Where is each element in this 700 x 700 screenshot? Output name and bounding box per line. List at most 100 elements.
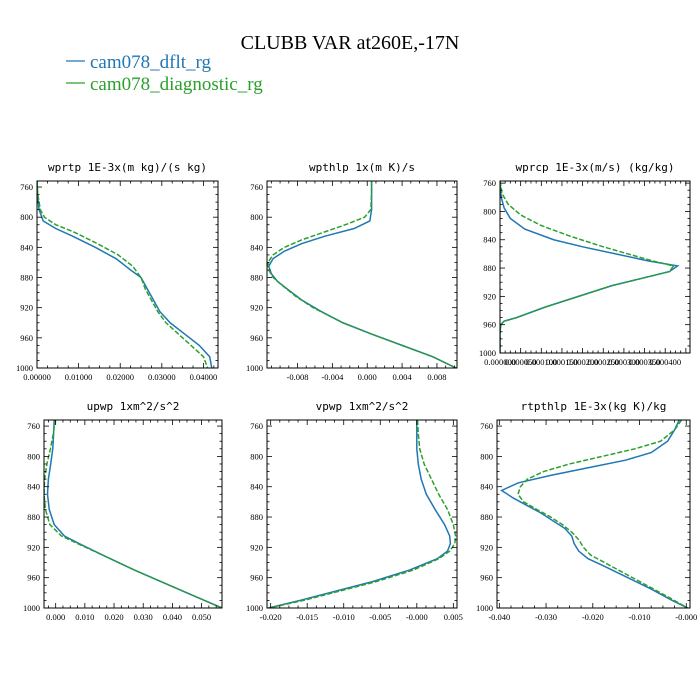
series-line-1	[268, 420, 457, 608]
y-tick-label: 960	[480, 573, 493, 583]
plot-frame	[36, 180, 219, 369]
y-tick-label: 840	[20, 242, 33, 252]
y-tick-label: 800	[250, 212, 263, 222]
plot-frame	[266, 419, 458, 609]
y-tick-label: 880	[480, 512, 493, 522]
plot-frame	[496, 419, 691, 609]
x-tick-label: -0.015	[296, 612, 318, 622]
y-tick-label: 920	[250, 303, 263, 313]
y-tick-label: 920	[20, 303, 33, 313]
y-tick-label: 840	[250, 242, 263, 252]
series-line-1	[517, 420, 689, 608]
x-tick-label: 0.01000	[65, 372, 93, 382]
panel-title: wprtp 1E-3x(m kg)/(s kg)	[48, 161, 207, 174]
y-tick-label: 880	[250, 512, 263, 522]
y-tick-label: 1000	[246, 363, 263, 373]
y-tick-label: 880	[483, 263, 496, 273]
x-tick-label: 0.010	[75, 612, 94, 622]
y-tick-label: 920	[483, 291, 496, 301]
x-tick-label: 0.004	[393, 372, 413, 382]
x-tick-label: -0.004	[321, 372, 344, 382]
x-tick-label: 0.03000	[148, 372, 176, 382]
x-tick-label: -0.040	[488, 612, 510, 622]
y-tick-label: 880	[27, 512, 40, 522]
series-line-0	[500, 420, 688, 608]
y-tick-label: 920	[27, 542, 40, 552]
series-line-1	[267, 181, 457, 368]
figure-title: CLUBB VAR at260E,-17N	[241, 32, 460, 54]
x-tick-label: 0.000100	[525, 357, 557, 367]
legend-label-dflt: cam078_dflt_rg	[90, 52, 212, 73]
y-tick-label: 1000	[476, 603, 493, 613]
x-tick-label: 0.050	[192, 612, 211, 622]
panel-3: upwp 1xm^2/s^2 760 800 840 880 920 960 1000 0.00…	[23, 400, 223, 622]
y-tick-label: 800	[27, 451, 40, 461]
x-tick-label: -0.030	[535, 612, 557, 622]
y-tick-label: 840	[250, 482, 263, 492]
plot-frame	[266, 180, 458, 369]
x-tick-label: 0.000000	[484, 357, 516, 367]
x-tick-label: 0.000	[358, 372, 377, 382]
y-tick-label: 920	[250, 542, 263, 552]
panel-title: wpthlp 1x(m K)/s	[309, 161, 415, 174]
y-tick-label: 800	[20, 212, 33, 222]
x-tick-label: -0.010	[629, 612, 651, 622]
x-tick-label: 0.00000	[23, 372, 51, 382]
panel-title: upwp 1xm^2/s^2	[87, 400, 180, 413]
panel-title: wprcp 1E-3x(m/s) (kg/kg)	[516, 161, 675, 174]
x-tick-label: 0.000250	[587, 357, 619, 367]
x-tick-label: 0.000150	[546, 357, 578, 367]
y-tick-label: 1000	[479, 348, 496, 358]
x-tick-label: 0.040	[163, 612, 182, 622]
series-line-0	[268, 420, 452, 608]
y-tick-label: 960	[27, 573, 40, 583]
series-line-0	[267, 181, 457, 368]
x-tick-label: -0.020	[260, 612, 282, 622]
y-tick-label: 960	[20, 333, 33, 343]
x-tick-label: 0.000400	[649, 357, 681, 367]
x-tick-label: -0.020	[582, 612, 604, 622]
y-tick-label: 1000	[246, 603, 263, 613]
plot-frame	[43, 419, 223, 609]
y-tick-label: 840	[483, 235, 496, 245]
series-line-0	[46, 420, 222, 608]
x-tick-label: 0.000350	[629, 357, 661, 367]
y-tick-label: 880	[20, 273, 33, 283]
series-line-1	[44, 420, 222, 608]
y-tick-label: 760	[250, 421, 263, 431]
x-tick-label: 0.000300	[608, 357, 640, 367]
y-tick-label: 760	[27, 421, 40, 431]
y-tick-label: 840	[27, 482, 40, 492]
panel-5: rtpthlp 1E-3x(kg K)/kg 760 800 840 880 920 960…	[476, 400, 697, 622]
x-tick-label: -0.010	[333, 612, 355, 622]
y-tick-label: 880	[250, 273, 263, 283]
x-tick-label: 0.008	[427, 372, 446, 382]
panel-1: wpthlp 1x(m K)/s 760 800 840 880 920 960 1000 -0…	[246, 161, 458, 382]
x-tick-label: 0.020	[104, 612, 123, 622]
y-tick-label: 1000	[16, 363, 33, 373]
y-tick-label: 760	[483, 178, 496, 188]
legend-label-diagnostic: cam078_diagnostic_rg	[90, 74, 263, 95]
panel-grid: wprtp 1E-3x(m kg)/(s kg) 760 800 840 880 920 9…	[16, 161, 697, 622]
y-tick-label: 760	[480, 421, 493, 431]
y-tick-label: 1000	[23, 603, 40, 613]
panel-4: vpwp 1xm^2/s^27608008408809209601000-0.0…	[246, 400, 463, 622]
y-tick-label: 960	[483, 320, 496, 330]
series-line-0	[37, 181, 213, 368]
x-tick-label: 0.02000	[106, 372, 134, 382]
panel-title: rtpthlp 1E-3x(kg K)/kg	[521, 400, 667, 413]
x-tick-label: 0.04000	[190, 372, 218, 382]
series-line-0	[500, 181, 680, 353]
x-tick-label: -0.000	[406, 612, 428, 622]
y-tick-label: 920	[480, 542, 493, 552]
series-line-1	[37, 181, 209, 368]
series-line-1	[500, 181, 675, 353]
y-tick-label: 800	[483, 206, 496, 216]
x-tick-label: 0.000050	[505, 357, 537, 367]
x-tick-label: 0.000200	[567, 357, 599, 367]
panel-2: wprcp 1E-3x(m/s) (kg/kg) 760 800 840 880 920 9…	[479, 161, 691, 367]
x-tick-label: -0.005	[369, 612, 391, 622]
y-tick-label: 760	[20, 182, 33, 192]
y-tick-label: 800	[250, 451, 263, 461]
